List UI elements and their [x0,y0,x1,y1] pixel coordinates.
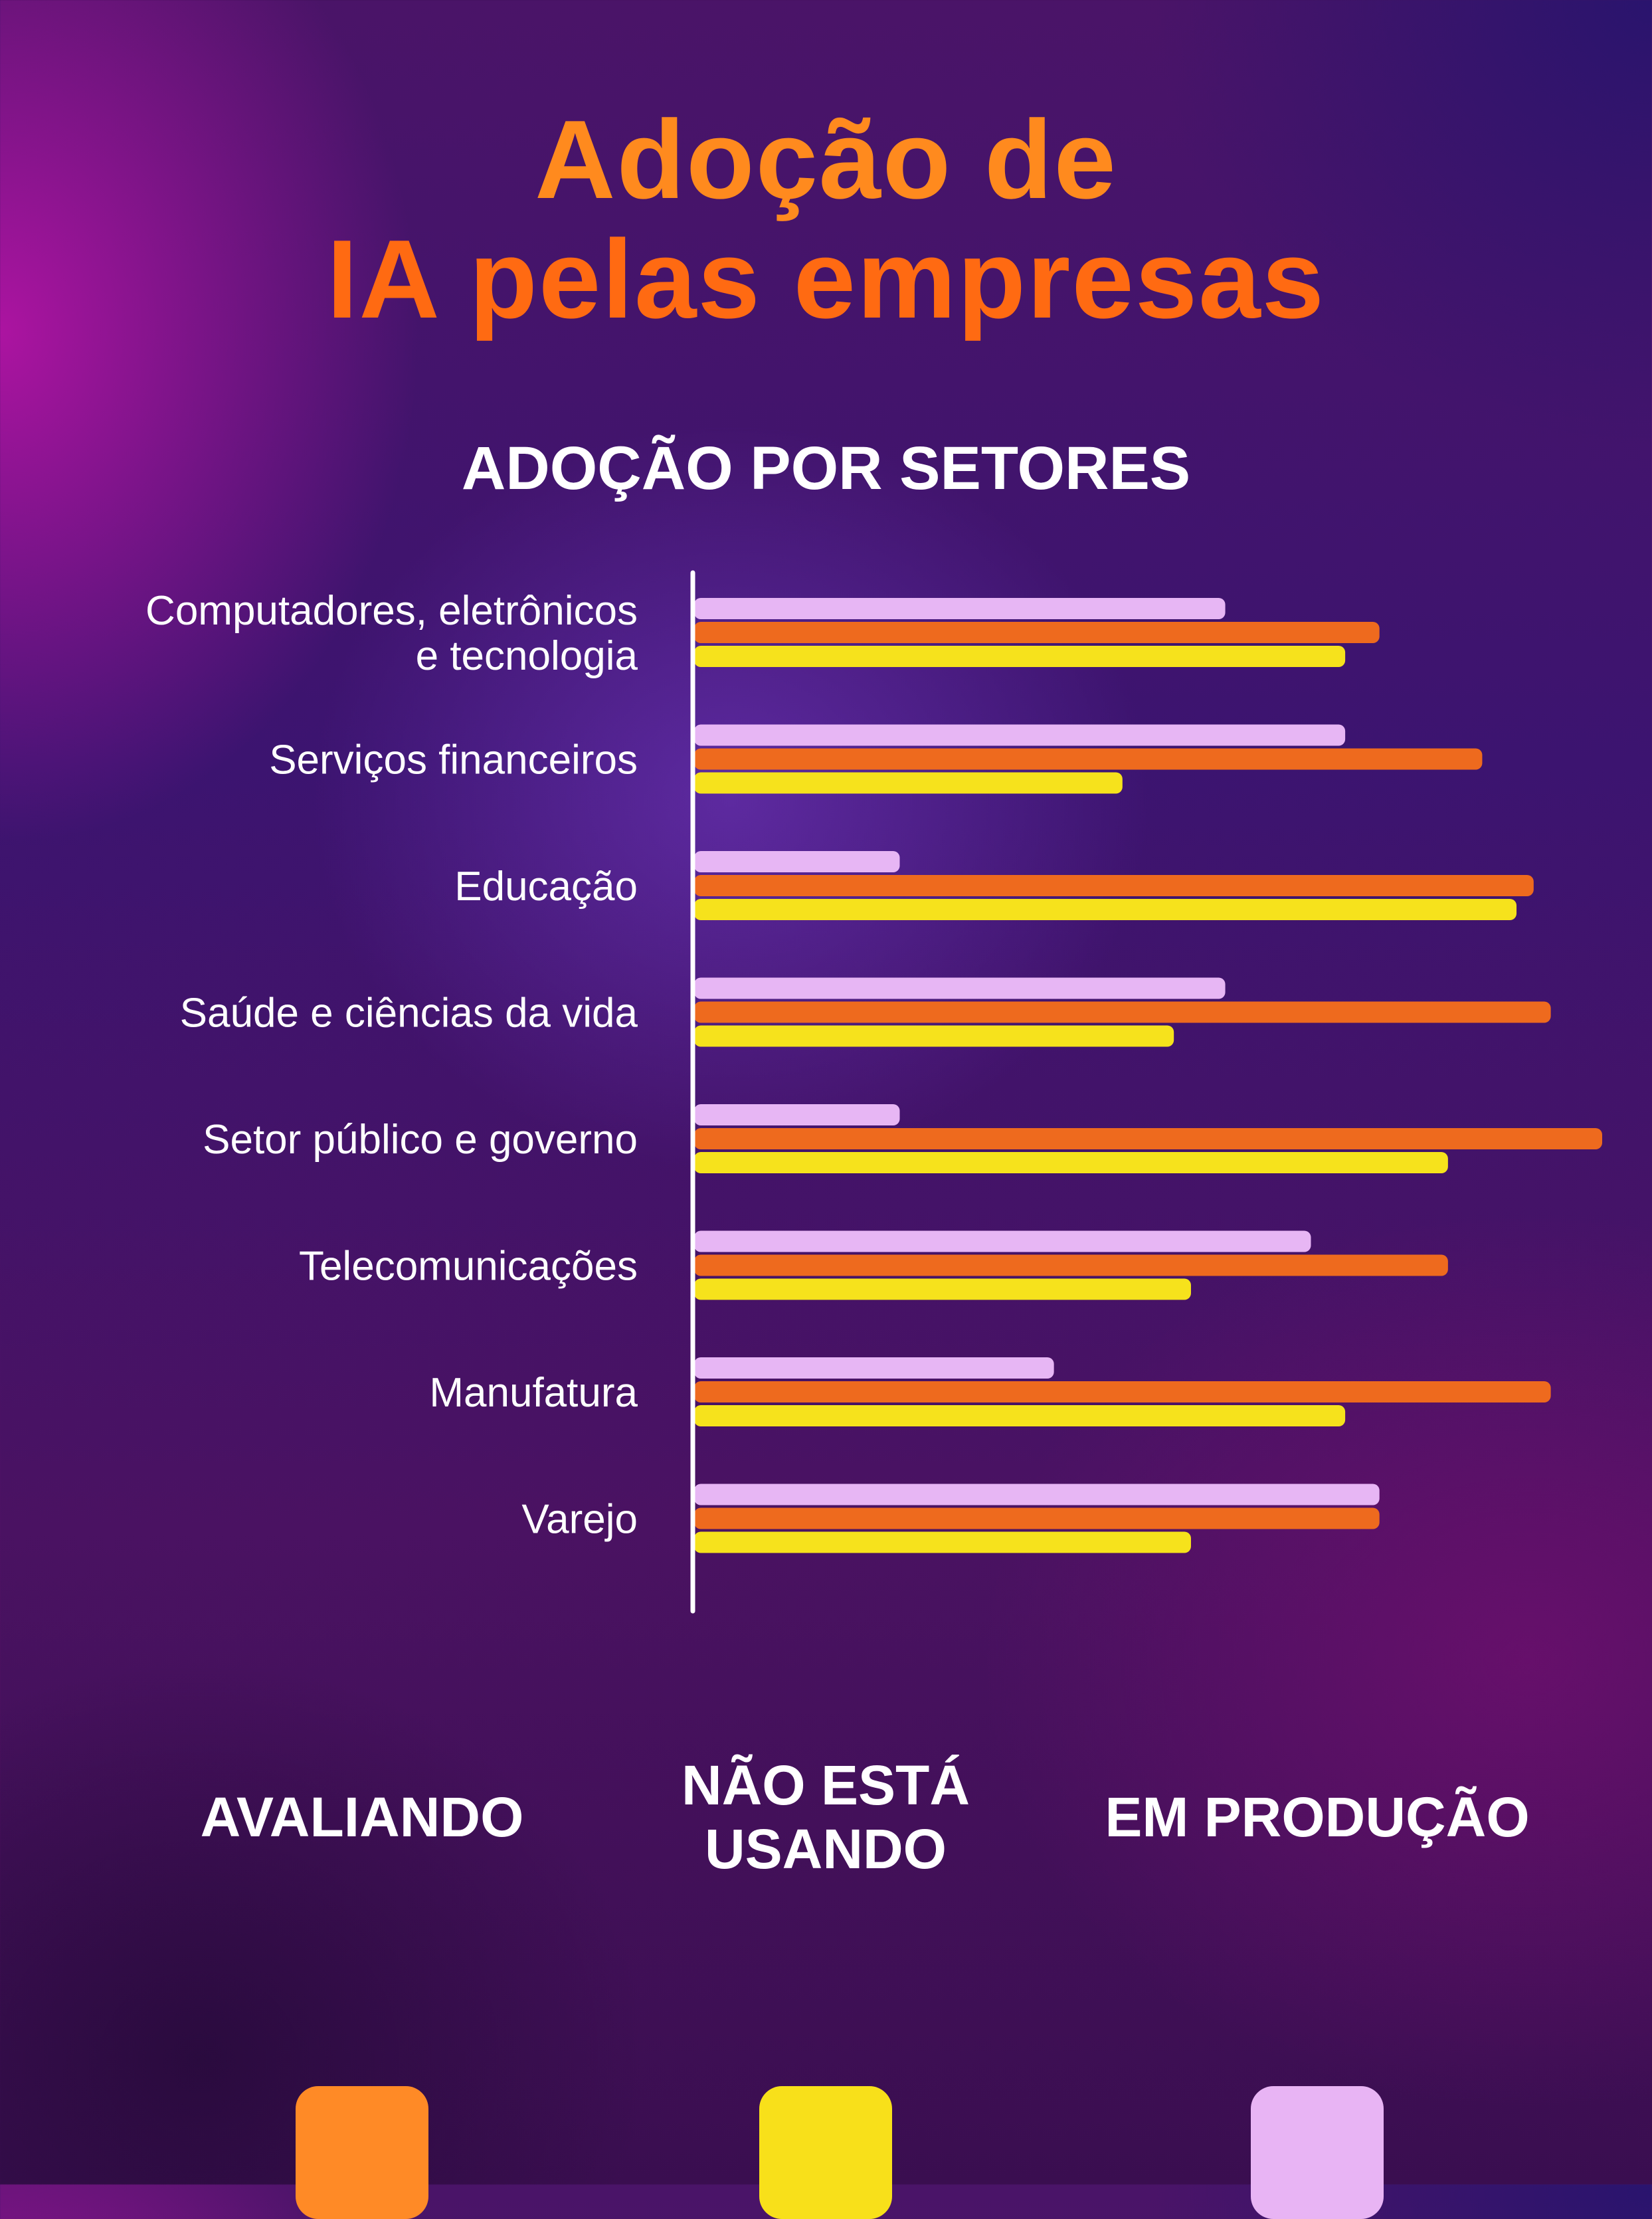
category-label-2: Educação [454,864,638,910]
bar-em-producao-4 [694,1104,900,1125]
bar-em-producao-2 [694,851,900,872]
bar-em-producao-5 [694,1230,1311,1252]
legend-swatch-avaliando [296,2086,428,2219]
bar-nao-esta-usando-1 [694,772,1123,794]
bar-avaliando-0 [694,622,1380,643]
category-label-5: Telecomunicações [299,1244,638,1290]
bar-avaliando-3 [694,1001,1551,1023]
legend-swatch-em-producao [1251,2086,1384,2219]
category-label-4: Setor público e governo [203,1117,638,1163]
chart-subtitle: ADOÇÃO POR SETORES [461,434,1191,502]
category-label-0-line-0: Computadores, eletrônicos [145,588,638,634]
bar-nao-esta-usando-6 [694,1405,1346,1426]
bar-nao-esta-usando-0 [694,646,1346,667]
legend-item-avaliando: AVALIANDO [110,1741,614,2219]
bar-em-producao-7 [694,1484,1380,1505]
title-line-1: Adoção de [535,97,1117,222]
bar-nao-esta-usando-5 [694,1278,1191,1300]
bar-nao-esta-usando-2 [694,899,1517,920]
legend-item-nao-esta-usando: NÃO ESTÁ USANDO [573,1741,1078,2219]
bar-em-producao-0 [694,598,1226,619]
category-label-7: Varejo [521,1497,638,1543]
bar-avaliando-7 [694,1507,1380,1529]
title-line-2: IA pelas empresas [326,217,1326,341]
legend-swatch-nao-esta-usando [759,2086,892,2219]
bar-avaliando-4 [694,1128,1602,1149]
bar-avaliando-6 [694,1381,1551,1402]
bar-nao-esta-usando-7 [694,1531,1191,1553]
bar-avaliando-2 [694,875,1534,896]
bar-group [694,598,1602,1553]
bar-nao-esta-usando-3 [694,1025,1174,1047]
bar-nao-esta-usando-4 [694,1152,1448,1173]
bar-em-producao-3 [694,977,1226,999]
legend-label-nao-esta-usando: NÃO ESTÁ USANDO [681,1754,970,1880]
category-label-3: Saúde e ciências da vida [180,991,638,1036]
bar-em-producao-6 [694,1357,1054,1379]
category-label-0-line-1: e tecnologia [416,633,638,679]
category-label-6: Manufatura [429,1370,638,1416]
legend-label-em-producao: EM PRODUÇÃO [1105,1786,1530,1848]
bar-avaliando-1 [694,748,1483,770]
bar-avaliando-5 [694,1254,1448,1276]
page-title: Adoção de IA pelas empresas [0,100,1652,339]
bar-em-producao-1 [694,724,1346,746]
category-label-1: Serviços financeiros [269,737,638,783]
legend-item-em-producao: EM PRODUÇÃO [1065,1741,1570,2219]
legend-label-avaliando: AVALIANDO [200,1786,524,1848]
